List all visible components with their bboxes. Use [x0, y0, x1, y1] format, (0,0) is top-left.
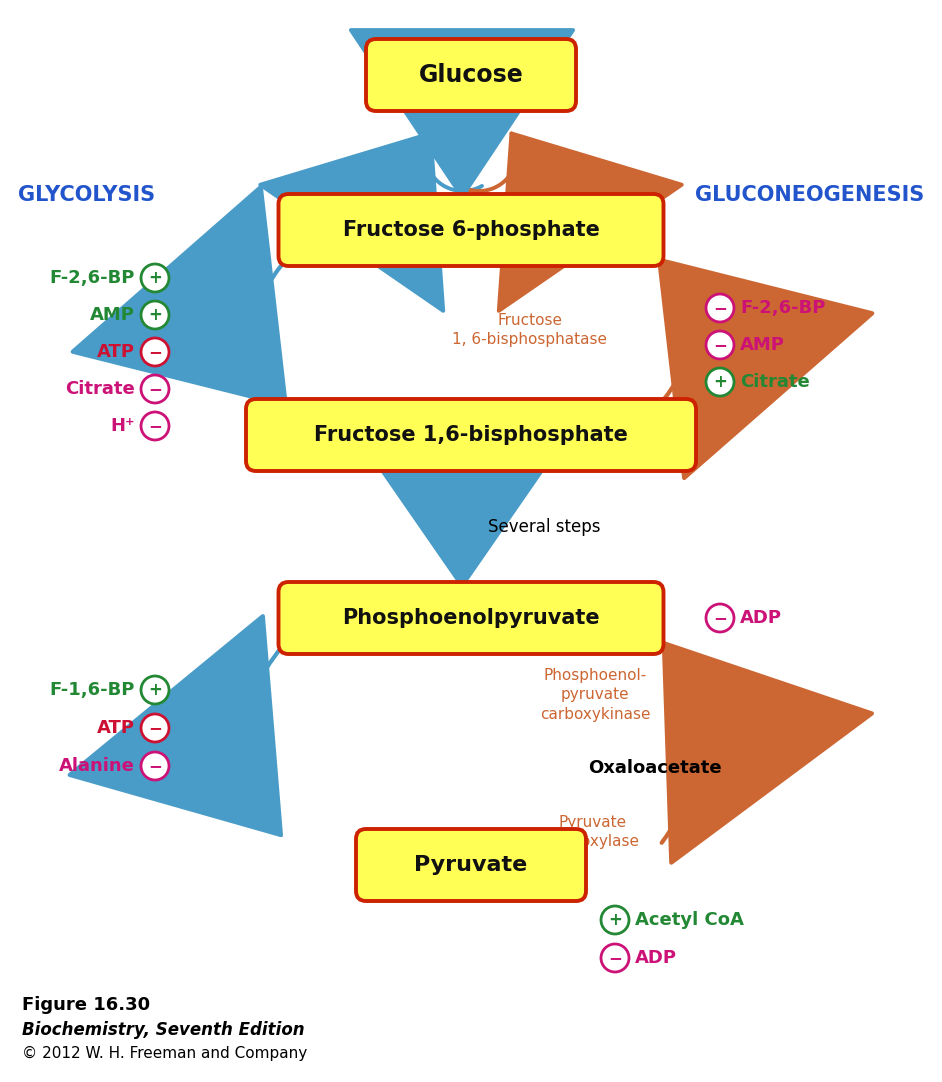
Circle shape [706, 368, 734, 396]
FancyBboxPatch shape [279, 582, 663, 654]
Circle shape [141, 676, 169, 704]
FancyBboxPatch shape [366, 39, 576, 111]
Text: −: − [148, 417, 162, 435]
Text: Phosphoenolpyruvate: Phosphoenolpyruvate [342, 608, 600, 628]
Text: +: + [148, 681, 162, 699]
Text: Fructose
1, 6-bisphosphatase: Fructose 1, 6-bisphosphatase [452, 313, 608, 347]
Text: F-2,6-BP: F-2,6-BP [50, 269, 135, 287]
Text: −: − [148, 343, 162, 361]
Circle shape [706, 604, 734, 632]
Text: GLYCOLYSIS: GLYCOLYSIS [18, 185, 155, 204]
Text: Phosphoenol-
pyruvate
carboxykinase: Phosphoenol- pyruvate carboxykinase [540, 668, 650, 723]
FancyBboxPatch shape [279, 194, 663, 266]
Text: ATP: ATP [97, 343, 135, 361]
Circle shape [141, 301, 169, 329]
Text: F-2,6-BP: F-2,6-BP [740, 299, 825, 317]
Text: −: − [148, 720, 162, 737]
Circle shape [141, 412, 169, 440]
Text: F-1,6-BP: F-1,6-BP [50, 681, 135, 699]
Text: Acetyl CoA: Acetyl CoA [635, 911, 744, 929]
Text: Citrate: Citrate [740, 373, 810, 391]
Text: Phosphofructo-
kinase: Phosphofructo- kinase [129, 309, 255, 351]
Text: Pyruvate
kinase: Pyruvate kinase [154, 720, 229, 761]
Circle shape [601, 906, 629, 934]
FancyBboxPatch shape [246, 399, 696, 471]
Text: Fructose 6-phosphate: Fructose 6-phosphate [343, 220, 599, 240]
Text: Biochemistry, Seventh Edition: Biochemistry, Seventh Edition [22, 1021, 304, 1039]
Text: Figure 16.30: Figure 16.30 [22, 997, 150, 1014]
Circle shape [601, 944, 629, 972]
Text: ATP: ATP [97, 720, 135, 737]
Text: Fructose 1,6-bisphosphate: Fructose 1,6-bisphosphate [314, 425, 628, 445]
Text: Pyruvate: Pyruvate [414, 855, 528, 875]
Text: Oxaloacetate: Oxaloacetate [588, 758, 722, 777]
Circle shape [706, 331, 734, 359]
FancyBboxPatch shape [356, 829, 586, 901]
Text: +: + [609, 911, 622, 929]
Text: AMP: AMP [740, 337, 785, 354]
Text: −: − [148, 757, 162, 775]
Text: +: + [713, 373, 727, 391]
Text: H⁺: H⁺ [110, 417, 135, 435]
Text: −: − [609, 949, 622, 967]
Circle shape [141, 264, 169, 292]
Text: ADP: ADP [635, 949, 677, 967]
Text: ADP: ADP [740, 609, 782, 626]
Text: +: + [148, 269, 162, 287]
Text: Citrate: Citrate [65, 380, 135, 398]
Text: GLUCONEOGENESIS: GLUCONEOGENESIS [695, 185, 924, 204]
Text: −: − [713, 337, 727, 354]
Circle shape [141, 375, 169, 403]
Circle shape [706, 294, 734, 322]
Text: © 2012 W. H. Freeman and Company: © 2012 W. H. Freeman and Company [22, 1046, 307, 1061]
Text: Glucose: Glucose [418, 63, 524, 87]
Text: Pyruvate
carboxylase: Pyruvate carboxylase [547, 815, 639, 849]
Circle shape [141, 714, 169, 742]
Circle shape [141, 338, 169, 366]
Text: AMP: AMP [90, 306, 135, 324]
Text: Alanine: Alanine [59, 757, 135, 775]
Text: +: + [148, 306, 162, 324]
Text: Several steps: Several steps [488, 518, 600, 536]
Circle shape [141, 752, 169, 780]
Text: −: − [148, 380, 162, 398]
Text: −: − [713, 299, 727, 317]
Text: −: − [713, 609, 727, 626]
